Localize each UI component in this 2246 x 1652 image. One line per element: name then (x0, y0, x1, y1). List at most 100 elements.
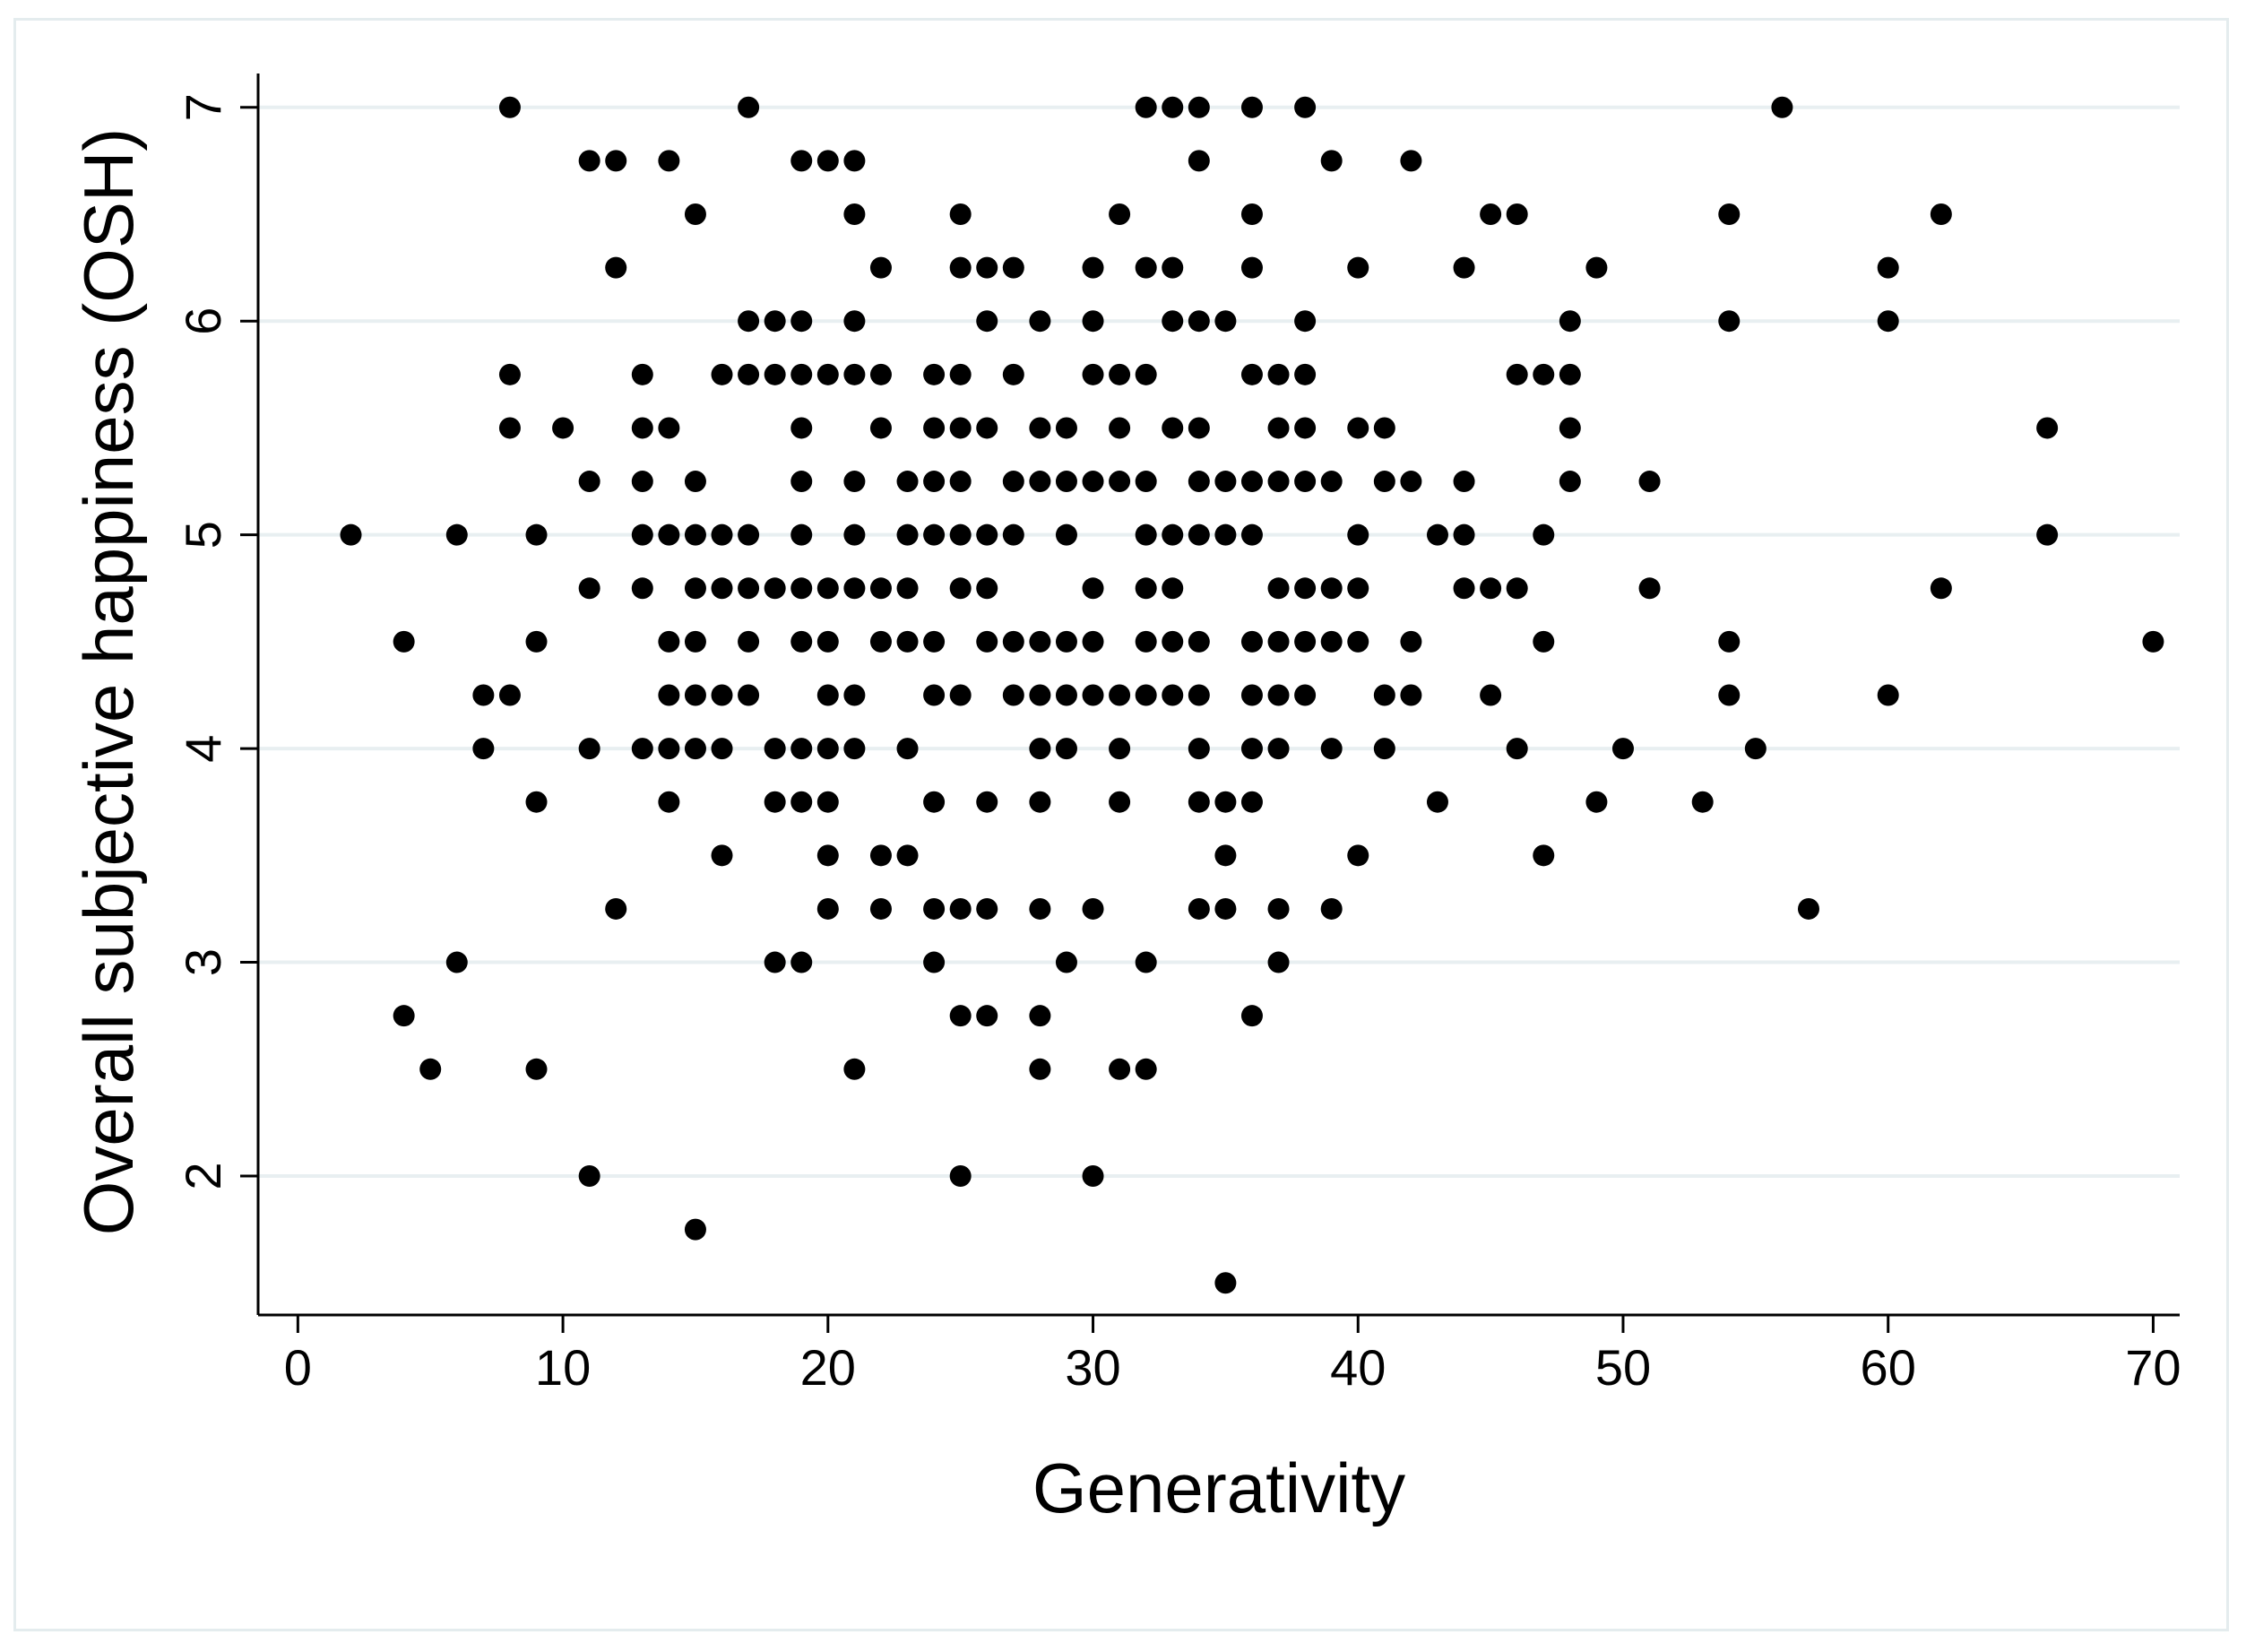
data-point (1718, 685, 1740, 706)
data-point (579, 150, 600, 171)
data-point (950, 524, 972, 546)
data-point (1480, 203, 1501, 225)
data-point (579, 471, 600, 492)
data-point (817, 364, 839, 385)
data-point (1056, 524, 1077, 546)
data-point (1136, 577, 1157, 599)
data-point (765, 791, 786, 813)
data-point (1374, 738, 1395, 759)
data-point (897, 844, 919, 866)
data-point (1136, 364, 1157, 385)
data-point (685, 524, 706, 546)
data-point (790, 631, 812, 653)
data-point (1188, 97, 1210, 118)
data-point (1533, 844, 1554, 866)
data-point (1162, 310, 1183, 332)
data-point (950, 685, 972, 706)
data-point (1188, 898, 1210, 920)
data-point (1162, 524, 1183, 546)
data-point (765, 952, 786, 973)
data-point (685, 203, 706, 225)
data-point (1029, 631, 1050, 653)
data-point (870, 364, 892, 385)
data-point (1241, 203, 1263, 225)
data-point (1109, 1059, 1130, 1080)
data-point (1639, 471, 1661, 492)
data-point (897, 738, 919, 759)
data-point (976, 257, 998, 279)
data-point (950, 257, 972, 279)
data-point (1188, 417, 1210, 438)
data-point (552, 417, 574, 438)
data-point (1162, 97, 1183, 118)
data-point (1136, 257, 1157, 279)
data-point (1056, 631, 1077, 653)
data-point (843, 471, 865, 492)
data-point (765, 310, 786, 332)
data-point (923, 685, 945, 706)
data-point (817, 150, 839, 171)
data-point (923, 471, 945, 492)
data-point (1241, 1005, 1263, 1026)
data-point (1639, 577, 1661, 599)
data-point (1188, 150, 1210, 171)
x-tick-label: 40 (1330, 1339, 1386, 1396)
data-point (605, 150, 626, 171)
data-point (1029, 791, 1050, 813)
data-point (1400, 471, 1421, 492)
data-point (712, 364, 733, 385)
data-point (499, 417, 521, 438)
data-point (1214, 524, 1236, 546)
data-point (950, 364, 972, 385)
data-point (1214, 471, 1236, 492)
data-point (1188, 685, 1210, 706)
data-point (1878, 310, 1899, 332)
data-point (1294, 471, 1316, 492)
data-point (1083, 257, 1104, 279)
data-point (923, 791, 945, 813)
data-point (950, 1165, 972, 1187)
data-point (1374, 471, 1395, 492)
data-point (1241, 791, 1263, 813)
data-point (950, 471, 972, 492)
data-point (1136, 471, 1157, 492)
data-point (1056, 952, 1077, 973)
data-point (1109, 417, 1130, 438)
data-point (870, 577, 892, 599)
data-point (605, 898, 626, 920)
data-point (1294, 577, 1316, 599)
data-point (579, 738, 600, 759)
data-point (950, 417, 972, 438)
data-point (1083, 631, 1104, 653)
data-point (1268, 577, 1290, 599)
data-point (1559, 471, 1581, 492)
data-point (870, 631, 892, 653)
data-point (499, 364, 521, 385)
data-point (1294, 417, 1316, 438)
data-point (712, 738, 733, 759)
data-point (1268, 685, 1290, 706)
data-point (685, 471, 706, 492)
data-point (1003, 257, 1024, 279)
data-point (790, 150, 812, 171)
y-axis-title: Overall subjective happiness (OSH) (69, 128, 148, 1236)
data-point (1427, 524, 1448, 546)
data-points (341, 97, 2164, 1293)
data-point (1454, 257, 1475, 279)
data-point (843, 203, 865, 225)
data-point (658, 631, 679, 653)
x-tick-label: 30 (1065, 1339, 1120, 1396)
data-point (685, 738, 706, 759)
data-point (1268, 471, 1290, 492)
data-point (950, 898, 972, 920)
data-point (632, 738, 653, 759)
data-point (1214, 898, 1236, 920)
data-point (843, 310, 865, 332)
data-point (1056, 471, 1077, 492)
data-point (950, 577, 972, 599)
data-point (870, 898, 892, 920)
data-point (1241, 685, 1263, 706)
data-point (923, 364, 945, 385)
data-point (843, 577, 865, 599)
